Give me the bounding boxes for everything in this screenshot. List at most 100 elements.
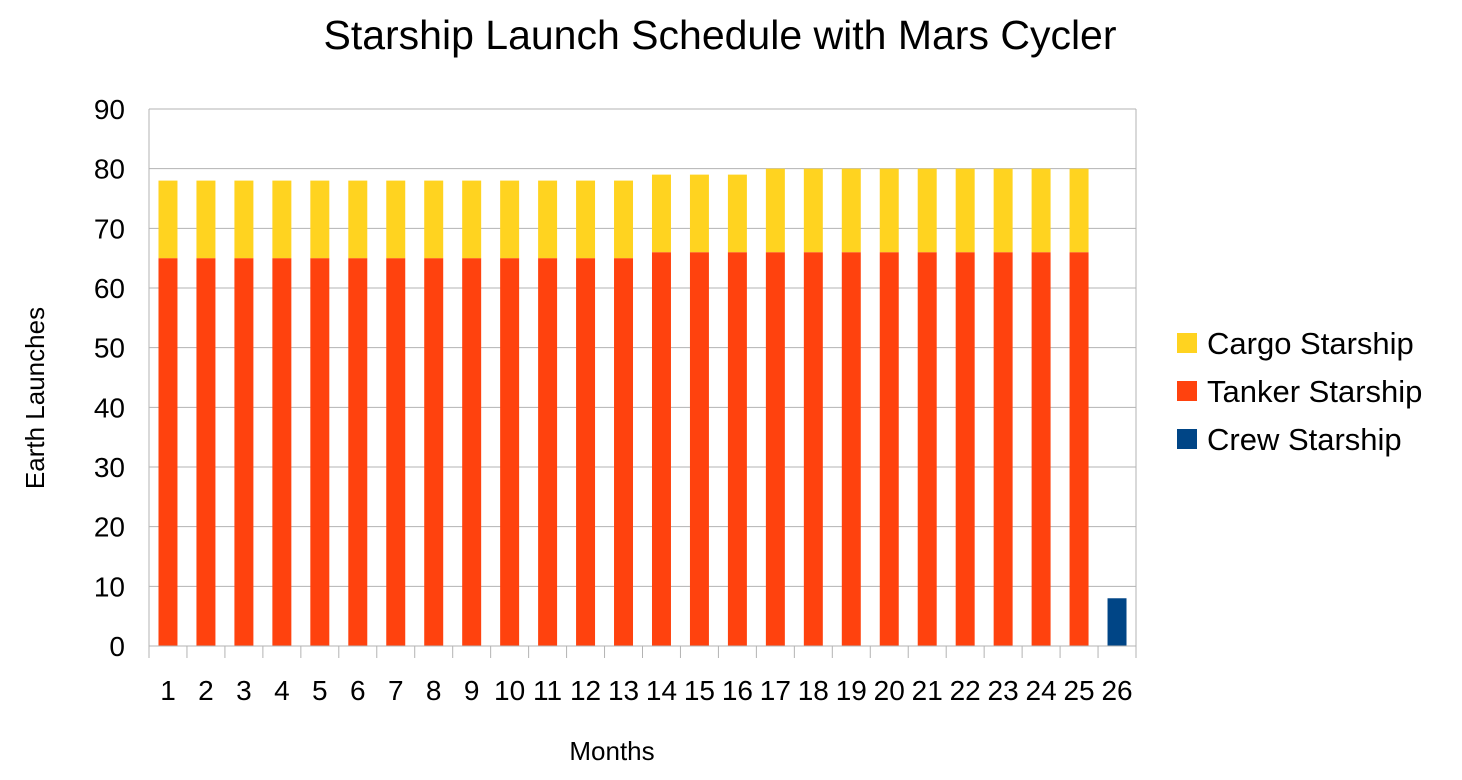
x-tick-label: 22 <box>950 675 981 706</box>
legend-swatch <box>1177 381 1197 401</box>
x-tick-label: 7 <box>388 675 404 706</box>
x-tick-label: 8 <box>426 675 442 706</box>
bar-tanker-starship-month-12 <box>576 258 596 646</box>
x-tick-label: 1 <box>160 675 176 706</box>
bar-tanker-starship-month-5 <box>310 258 330 646</box>
bar-tanker-starship-month-9 <box>462 258 482 646</box>
x-tick-label: 20 <box>874 675 905 706</box>
legend: Cargo Starship Tanker Starship Crew Starsh… <box>1177 326 1422 457</box>
x-tick-label: 5 <box>312 675 328 706</box>
bar-tanker-starship-month-15 <box>689 252 709 646</box>
bar-cargo-starship-month-4 <box>272 180 292 259</box>
bar-tanker-starship-month-23 <box>993 252 1013 646</box>
y-tick-label: 0 <box>109 631 125 662</box>
bar-cargo-starship-month-7 <box>386 180 406 259</box>
bar-tanker-starship-month-10 <box>500 258 520 646</box>
x-tick-label: 13 <box>608 675 639 706</box>
bar-cargo-starship-month-21 <box>917 168 937 253</box>
bar-cargo-starship-month-24 <box>1031 168 1051 253</box>
bar-tanker-starship-month-19 <box>841 252 861 646</box>
x-tick-label: 3 <box>236 675 252 706</box>
bar-cargo-starship-month-13 <box>614 180 634 259</box>
x-tick-label: 12 <box>570 675 601 706</box>
y-tick-label: 70 <box>94 213 125 244</box>
bar-cargo-starship-month-17 <box>765 168 785 253</box>
x-tick-label: 11 <box>533 675 562 706</box>
bar-cargo-starship-month-5 <box>310 180 330 259</box>
y-tick-label: 60 <box>94 273 125 304</box>
x-tick-label: 17 <box>760 675 791 706</box>
x-tick-label: 25 <box>1063 675 1094 706</box>
bar-cargo-starship-month-18 <box>803 168 823 253</box>
bar-tanker-starship-month-24 <box>1031 252 1051 646</box>
x-tick-label: 21 <box>912 675 943 706</box>
y-axis-label: Earth Launches <box>20 307 50 489</box>
bar-tanker-starship-month-21 <box>917 252 937 646</box>
x-tick-label: 2 <box>198 675 214 706</box>
bar-cargo-starship-month-14 <box>651 174 671 253</box>
bar-tanker-starship-month-4 <box>272 258 292 646</box>
x-tick-label: 24 <box>1026 675 1057 706</box>
bar-cargo-starship-month-1 <box>158 180 178 259</box>
bar-cargo-starship-month-3 <box>234 180 254 259</box>
bar-cargo-starship-month-10 <box>500 180 520 259</box>
bars <box>158 168 1127 646</box>
bar-cargo-starship-month-23 <box>993 168 1013 253</box>
bar-tanker-starship-month-13 <box>614 258 634 646</box>
x-tick-label: 10 <box>494 675 525 706</box>
bar-tanker-starship-month-6 <box>348 258 368 646</box>
x-tick-labels: 1 2 3 4 5 6 7 8 9 10 11 12 13 14 15 16 17 18 19 20 21 22 23 24 2… <box>160 675 1132 706</box>
bar-cargo-starship-month-22 <box>955 168 975 253</box>
legend-label: Crew Starship <box>1207 422 1402 457</box>
bar-tanker-starship-month-17 <box>765 252 785 646</box>
bar-cargo-starship-month-25 <box>1069 168 1089 253</box>
legend-swatch <box>1177 333 1197 353</box>
x-tick-label: 23 <box>988 675 1019 706</box>
bar-tanker-starship-month-22 <box>955 252 975 646</box>
bar-cargo-starship-month-16 <box>727 174 747 253</box>
x-tick-label: 9 <box>464 675 480 706</box>
y-tick-label: 30 <box>94 452 125 483</box>
bar-tanker-starship-month-18 <box>803 252 823 646</box>
bar-tanker-starship-month-20 <box>879 252 899 646</box>
bar-tanker-starship-month-16 <box>727 252 747 646</box>
x-tick-label: 19 <box>836 675 867 706</box>
y-tick-label: 90 <box>94 94 125 125</box>
y-tick-label: 40 <box>94 392 125 423</box>
chart-title: Starship Launch Schedule with Mars Cycle… <box>323 12 1117 58</box>
y-tick-labels: 0 10 20 30 40 50 60 70 80 90 <box>94 94 125 662</box>
axes <box>148 109 1137 658</box>
bar-cargo-starship-month-6 <box>348 180 368 259</box>
bar-cargo-starship-month-9 <box>462 180 482 259</box>
x-axis-label: Months <box>569 736 654 766</box>
bar-tanker-starship-month-14 <box>651 252 671 646</box>
y-tick-label: 50 <box>94 333 125 364</box>
bar-cargo-starship-month-20 <box>879 168 899 253</box>
bar-cargo-starship-month-11 <box>538 180 558 259</box>
y-tick-label: 80 <box>94 154 125 185</box>
x-tick-label: 4 <box>274 675 290 706</box>
bar-tanker-starship-month-7 <box>386 258 406 646</box>
bar-cargo-starship-month-8 <box>424 180 444 259</box>
bar-cargo-starship-month-15 <box>689 174 709 253</box>
y-tick-label: 10 <box>94 571 125 602</box>
bar-cargo-starship-month-12 <box>576 180 596 259</box>
grid-lines <box>149 108 1136 647</box>
legend-label: Cargo Starship <box>1207 326 1414 361</box>
bar-crew-starship-month-26 <box>1107 598 1127 646</box>
legend-swatch <box>1177 429 1197 449</box>
x-tick-label: 15 <box>684 675 715 706</box>
bar-tanker-starship-month-2 <box>196 258 216 646</box>
bar-tanker-starship-month-3 <box>234 258 254 646</box>
bar-tanker-starship-month-1 <box>158 258 178 646</box>
x-tick-label: 16 <box>722 675 753 706</box>
bar-tanker-starship-month-11 <box>538 258 558 646</box>
bar-tanker-starship-month-8 <box>424 258 444 646</box>
bar-tanker-starship-month-25 <box>1069 252 1089 646</box>
x-tick-label: 6 <box>350 675 366 706</box>
bar-cargo-starship-month-2 <box>196 180 216 259</box>
bar-cargo-starship-month-19 <box>841 168 861 253</box>
legend-label: Tanker Starship <box>1207 374 1422 409</box>
x-tick-label: 18 <box>798 675 829 706</box>
